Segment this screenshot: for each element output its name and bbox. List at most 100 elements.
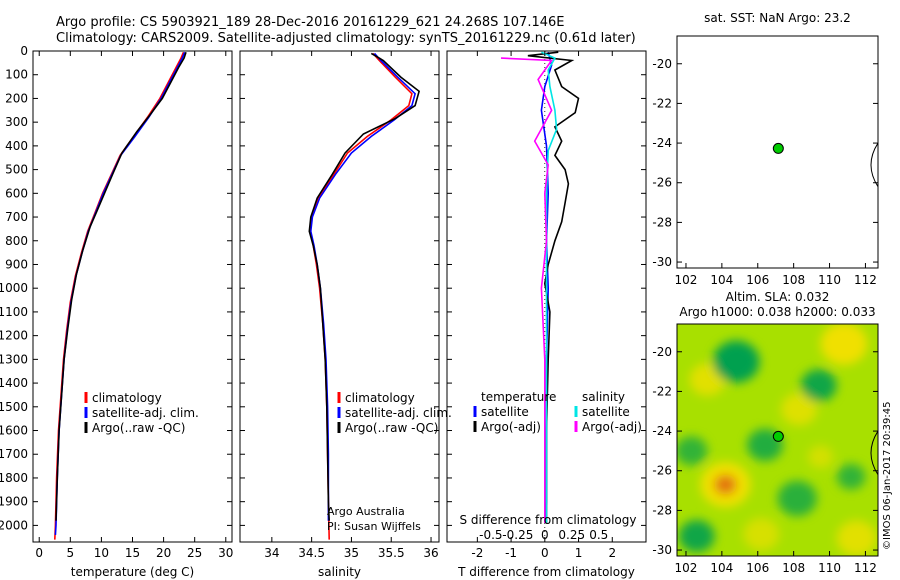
sla-map-title: Altim. SLA: 0.032 xyxy=(726,290,830,304)
depth-ytick-label: 900 xyxy=(5,257,28,271)
sst-ytick-label: -30 xyxy=(652,255,672,269)
salinity-legend-2-label: Argo(..raw -QC) xyxy=(345,421,438,435)
temperature-series-2 xyxy=(55,51,187,521)
sst-xtick-label: 112 xyxy=(854,273,877,287)
diff-legend-temperature-head: temperature xyxy=(481,390,556,404)
figure-title-line1: Argo profile: CS 5903921_189 28-Dec-2016… xyxy=(56,15,565,30)
depth-ytick-label: 1000 xyxy=(0,281,28,295)
tdiff-axis-label: T difference from climatology xyxy=(457,565,635,579)
salinity-panel-frame xyxy=(239,50,440,543)
sla-heatmap-cell-7 xyxy=(712,340,760,383)
sst-coastline xyxy=(870,142,879,187)
sdiff-axis-label: S difference from climatology xyxy=(460,513,637,527)
depth-ytick-label: 1400 xyxy=(0,376,28,390)
sla-xtick-label: 108 xyxy=(782,561,805,575)
sla-heatmap-cell-9 xyxy=(800,369,837,402)
sst-xtick-label: 108 xyxy=(782,273,805,287)
sst-xtick-label: 104 xyxy=(710,273,733,287)
salinity-xtick-label: 34 xyxy=(264,546,279,560)
sla-heatmap-cell-6 xyxy=(808,445,834,469)
sla-map-subtitle: Argo h1000: 0.038 h2000: 0.033 xyxy=(679,305,875,319)
depth-ytick-label: 1800 xyxy=(0,471,28,485)
diff-legend-temp-argo-label: Argo(-adj) xyxy=(481,420,541,434)
sst-ytick-label: -22 xyxy=(652,96,672,110)
salinity-axis-label: salinity xyxy=(318,565,361,579)
depth-ytick-label: 200 xyxy=(5,91,28,105)
temperature-legend-1-label: satellite-adj. clim. xyxy=(92,406,199,420)
depth-ytick-label: 800 xyxy=(5,234,28,248)
sdiff-tick-label: -0.5 xyxy=(479,528,502,542)
salinity-series-1 xyxy=(309,52,416,521)
salinity-legend-0-label: climatology xyxy=(345,391,415,405)
diff-legend-temp-sat-label: satellite xyxy=(481,405,529,419)
sla-heatmap-cell-3 xyxy=(781,393,817,426)
sst-argo-location-dot xyxy=(772,142,784,154)
figure-title-line2: Climatology: CARS2009. Satellite-adjuste… xyxy=(56,31,636,46)
sla-coastline xyxy=(870,430,879,475)
sla-ytick-label: -30 xyxy=(652,543,672,557)
sla-xtick-label: 112 xyxy=(854,561,877,575)
sla-ytick-label: -20 xyxy=(652,345,672,359)
salinity-xtick-label: 34.5 xyxy=(298,546,325,560)
sla-heatmap-cells xyxy=(677,324,877,556)
sla-xtick-label: 106 xyxy=(746,561,769,575)
imos-timestamp: ©IMOS 06-Jan-2017 20:39:45 xyxy=(882,401,893,550)
sla-heatmap-cell-5 xyxy=(743,518,780,551)
sla-ytick-label: -28 xyxy=(652,503,672,517)
temperature-axis-label: temperature (deg C) xyxy=(71,565,194,579)
sla-argo-location-dot xyxy=(772,430,784,442)
tdiff-xtick-label: -2 xyxy=(471,546,483,560)
salinity-xtick-label: 36 xyxy=(423,546,438,560)
depth-ytick-label: 0 xyxy=(20,44,28,58)
temperature-xtick-label: 0 xyxy=(35,546,43,560)
sst-xtick-label: 102 xyxy=(675,273,698,287)
sst-ytick-label: -24 xyxy=(652,136,672,150)
salinity-series-2 xyxy=(308,52,421,521)
sla-heatmap-cell-4 xyxy=(836,520,877,556)
depth-ytick-label: 1100 xyxy=(0,305,28,319)
sst-ytick-label: -28 xyxy=(652,215,672,229)
sst-xtick-label: 106 xyxy=(746,273,769,287)
diff-legend-salinity-head: salinity xyxy=(582,390,625,404)
sla-heatmap-cell-10 xyxy=(678,520,715,553)
depth-ytick-label: 100 xyxy=(5,68,28,82)
sdiff-tick-label: 0 xyxy=(541,528,549,542)
depth-ytick-label: 2000 xyxy=(0,518,28,532)
temperature-panel-frame xyxy=(32,50,233,543)
salinity-xtick-label: 35 xyxy=(344,546,359,560)
sla-heatmap-cell-12 xyxy=(677,436,708,466)
sla-xtick-label: 110 xyxy=(818,561,841,575)
sla-ytick-label: -24 xyxy=(652,424,672,438)
sla-xtick-label: 102 xyxy=(675,561,698,575)
sla-ytick-label: -26 xyxy=(652,464,672,478)
salinity-legend-1-label: satellite-adj. clim. xyxy=(345,406,452,420)
sla-heatmap-peak-0 xyxy=(714,474,737,495)
sst-map-title: sat. SST: NaN Argo: 23.2 xyxy=(704,11,851,25)
sdiff-tick-label: 0.25 xyxy=(558,528,585,542)
depth-ytick-label: 1900 xyxy=(0,495,28,509)
temperature-legend-0-label: climatology xyxy=(92,391,162,405)
difference-panel-frame xyxy=(446,50,647,543)
tdiff-xtick-label: 1 xyxy=(575,546,583,560)
salinity-xtick-label: 35.5 xyxy=(378,546,405,560)
tdiff-xtick-label: 2 xyxy=(608,546,616,560)
depth-ytick-label: 1700 xyxy=(0,447,28,461)
difference-series-3 xyxy=(500,57,554,523)
salinity-series-0 xyxy=(309,52,413,540)
depth-ytick-label: 400 xyxy=(5,139,28,153)
diff-legend-sal-argo-label: Argo(-adj) xyxy=(582,420,642,434)
depth-ytick-label: 300 xyxy=(5,115,28,129)
sst-xtick-label: 110 xyxy=(818,273,841,287)
sst-ytick-label: -26 xyxy=(652,176,672,190)
temperature-xtick-label: 30 xyxy=(218,546,233,560)
tdiff-xtick-label: 0 xyxy=(541,546,549,560)
sdiff-tick-label: -0.25 xyxy=(502,528,533,542)
sla-heatmap-cell-11 xyxy=(777,480,817,517)
depth-ytick-label: 1300 xyxy=(0,352,28,366)
difference-series-1 xyxy=(527,51,580,523)
temperature-xtick-label: 15 xyxy=(125,546,140,560)
temperature-xtick-label: 20 xyxy=(156,546,171,560)
tdiff-xtick-label: -1 xyxy=(505,546,517,560)
sla-heatmap-cell-1 xyxy=(820,324,868,365)
